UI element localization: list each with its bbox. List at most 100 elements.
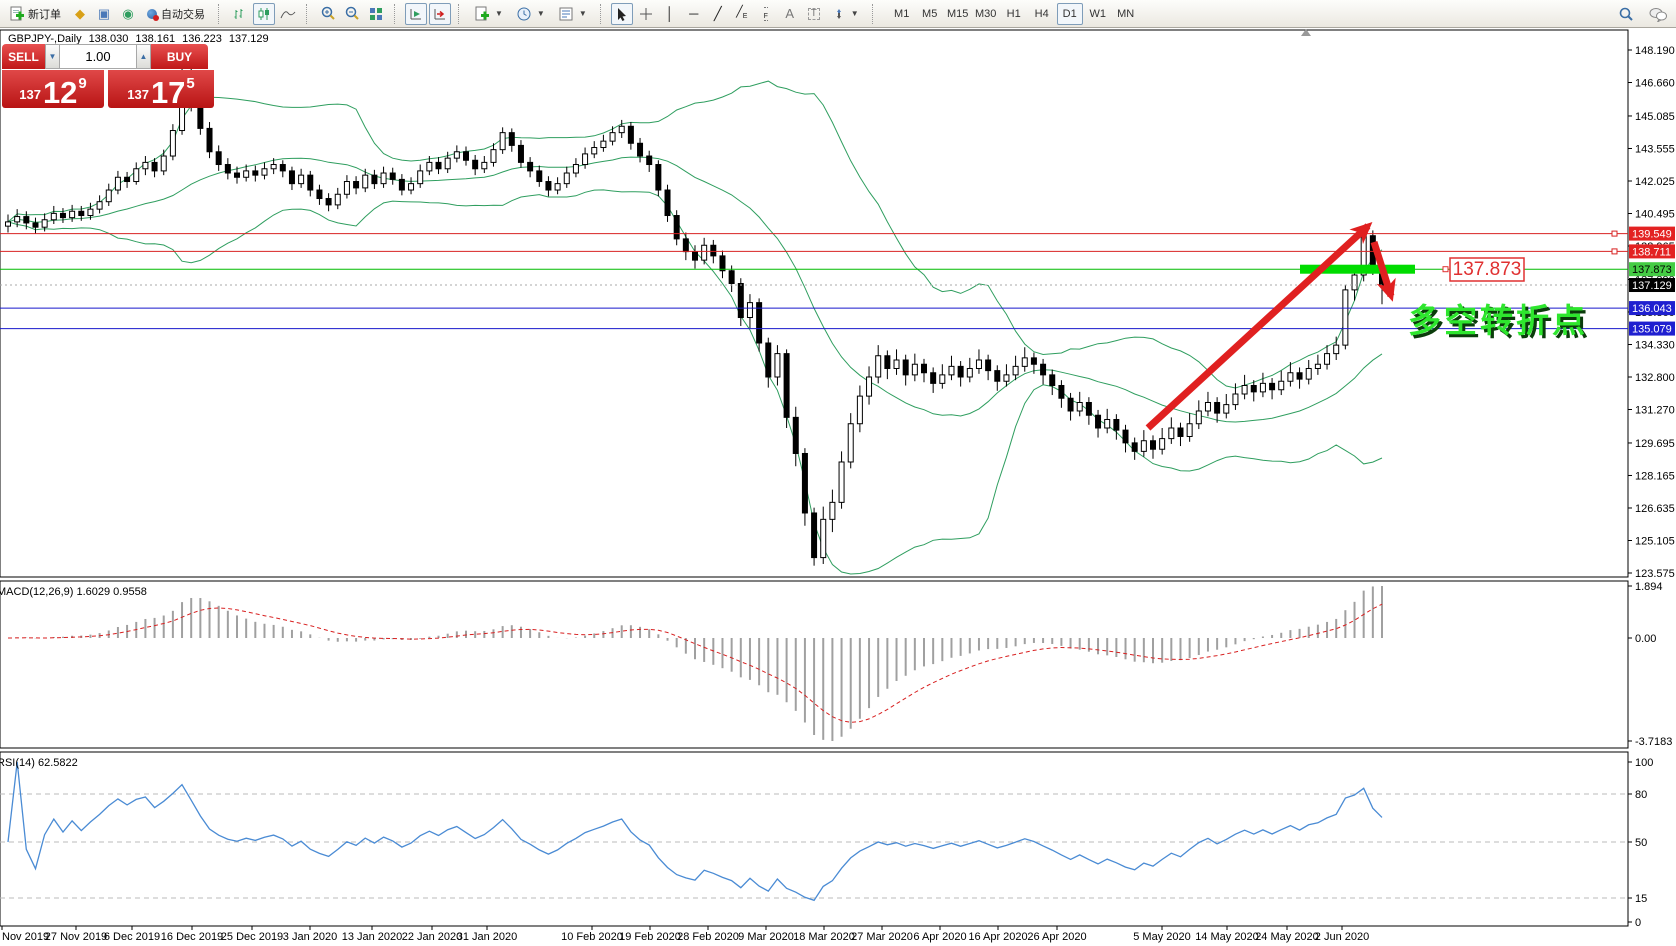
candle-body <box>261 168 268 176</box>
price-tick-label: 126.635 <box>1635 503 1675 515</box>
timeframe-m1[interactable]: M1 <box>894 7 910 20</box>
candle-body <box>435 161 442 170</box>
volume-increase-button[interactable]: ▲ <box>136 44 151 69</box>
indicators-icon <box>475 6 489 21</box>
timeframe-mn[interactable]: MN <box>1117 7 1135 20</box>
buy-price-panel[interactable]: 137 17 5 <box>108 70 214 108</box>
toolbar-separator <box>599 3 606 24</box>
candle-body <box>41 219 48 228</box>
candle-body <box>1314 363 1321 369</box>
candle-body <box>1241 384 1248 395</box>
macd-tick-label: -3.7183 <box>1635 736 1672 748</box>
candle-body <box>298 174 305 185</box>
auto-scroll-button[interactable] <box>405 2 427 25</box>
new-order-button[interactable]: 新订单 <box>4 3 67 25</box>
profile-button[interactable]: ▣ <box>93 3 115 25</box>
candle-body <box>1259 382 1266 393</box>
toolbar-separator <box>306 3 312 24</box>
periods-button[interactable]: ▼ <box>511 3 551 25</box>
one-click-price-row: 137 12 9 137 17 5 <box>2 70 214 108</box>
sell-price-panel[interactable]: 137 12 9 <box>2 70 104 108</box>
candle-body <box>948 365 955 376</box>
text-label-button[interactable]: T <box>803 3 825 25</box>
chart-shift-marker-icon[interactable] <box>1301 29 1311 36</box>
line-chart-button[interactable] <box>277 3 299 25</box>
indicators-button[interactable]: ▼ <box>469 3 509 25</box>
symbol-ohlc-info: GBPJPY-,Daily 138.030 138.161 136.223 137.12… <box>8 33 276 45</box>
timeframe-w1[interactable]: W1 <box>1089 7 1106 20</box>
buy-price-pip: 5 <box>186 75 195 92</box>
candle-body <box>417 170 424 185</box>
trendline-button[interactable]: ╱ <box>707 3 729 25</box>
timeframe-m5[interactable]: M5 <box>922 7 938 20</box>
signal-button[interactable]: ◉ <box>117 3 139 25</box>
candle-body <box>866 376 873 397</box>
price-level-badge-bg <box>1629 321 1675 336</box>
templates-button[interactable]: ▼ <box>553 3 593 25</box>
chart-area[interactable]: 137.873 MACD(12,26,9) 1.6029 0.9558 RSI(14… <box>0 28 1676 946</box>
candle-body <box>325 198 332 206</box>
date-tick-label: 13 Jan 2020 <box>342 931 403 943</box>
crosshair-button[interactable] <box>635 3 657 25</box>
search-button[interactable] <box>1615 3 1637 25</box>
sell-button[interactable]: SELL <box>2 44 45 69</box>
arrows-button[interactable]: ▼ <box>827 3 865 25</box>
candle-body <box>1085 401 1092 416</box>
search-icon <box>1619 7 1633 21</box>
candle-body <box>371 174 378 185</box>
chat-button[interactable] <box>1647 3 1669 25</box>
candle-body <box>234 172 240 178</box>
candle-body <box>1351 274 1358 291</box>
price-label-box[interactable] <box>1449 257 1525 282</box>
cursor-button[interactable] <box>610 2 633 25</box>
down-reversal-arrow[interactable] <box>1370 240 1396 302</box>
zoom-in-button[interactable] <box>317 3 339 25</box>
candle-body <box>783 353 790 418</box>
support-zone-bar[interactable] <box>1300 264 1415 274</box>
line-chart-icon <box>280 10 296 18</box>
candle-body <box>637 142 644 157</box>
fibonacci-button[interactable]: F <box>755 3 777 25</box>
buy-button[interactable]: BUY <box>151 44 208 69</box>
signal-icon: ◉ <box>122 6 134 21</box>
horizontal-line-button[interactable]: ─ <box>683 3 705 25</box>
timeframe-d1[interactable]: D1 <box>1056 2 1083 25</box>
timeframe-m30[interactable]: M30 <box>974 7 997 20</box>
zoom-out-button[interactable] <box>341 3 363 25</box>
price-level-badge-bg <box>1629 262 1675 277</box>
toolbar-separator <box>458 3 464 24</box>
channel-button[interactable]: ╱E <box>731 3 753 25</box>
candle-body <box>792 416 799 454</box>
price-tick-label: 143.555 <box>1635 143 1675 155</box>
date-tick-label: 31 Jan 2020 <box>457 931 518 943</box>
auto-trading-button[interactable]: 自动交易 <box>141 3 211 25</box>
up-trend-arrow[interactable] <box>1145 221 1373 431</box>
candle-body <box>490 149 497 163</box>
timeframe-m15[interactable]: M15 <box>946 7 969 20</box>
candlestick-chart-button[interactable] <box>253 2 275 25</box>
timeframe-h4[interactable]: H4 <box>1034 7 1049 20</box>
macd-label: MACD(12,26,9) 1.6029 0.9558 <box>0 586 147 598</box>
market-watch-button[interactable]: ◆ <box>69 3 91 25</box>
candle-body <box>96 201 103 210</box>
timeframe-h1[interactable]: H1 <box>1006 7 1021 20</box>
chart-shift-button[interactable] <box>429 2 451 25</box>
candle-body <box>582 153 589 166</box>
text-button[interactable]: A <box>779 3 801 25</box>
bar-chart-button[interactable] <box>229 3 251 25</box>
tile-windows-button[interactable] <box>365 3 387 25</box>
price-level-badge-text: 137.873 <box>1632 264 1672 276</box>
vertical-line-button[interactable]: │ <box>659 3 681 25</box>
candle-body <box>334 193 341 206</box>
candle-body <box>1122 429 1129 444</box>
candle-body <box>133 168 140 183</box>
rsi-tick-label: 0 <box>1635 917 1641 929</box>
turning-point-annotation[interactable]: 多空转折点 <box>1408 302 1588 339</box>
candle-body <box>5 221 11 227</box>
candle-body <box>957 365 964 378</box>
candle-body <box>692 251 698 261</box>
volume-decrease-button[interactable]: ▼ <box>45 44 60 69</box>
candle-body <box>288 170 295 185</box>
volume-input[interactable] <box>60 44 136 69</box>
date-tick-label: 24 May 2020 <box>1255 931 1319 943</box>
